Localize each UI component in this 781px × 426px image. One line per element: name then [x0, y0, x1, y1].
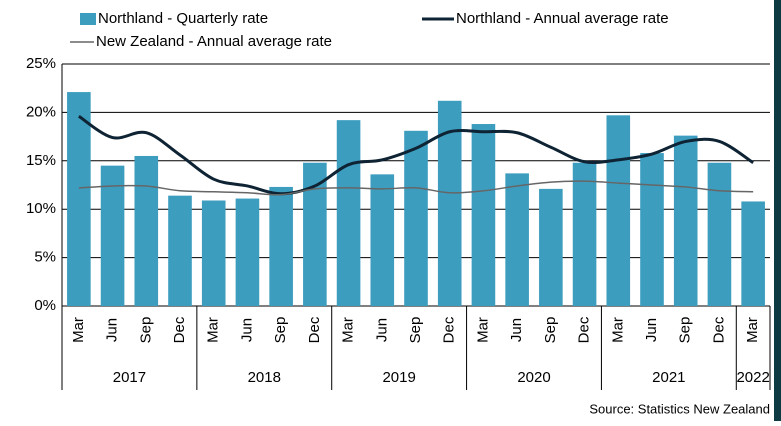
x-tick-label: Jun: [373, 318, 390, 342]
source: Source: Statistics New Zealand: [589, 401, 770, 416]
x-tick-label: Jun: [643, 318, 660, 342]
legend-label: Northland - Quarterly rate: [98, 10, 268, 27]
x-tick-label: Dec: [576, 316, 593, 343]
x-tick-label: Dec: [710, 316, 727, 343]
bar: [235, 198, 260, 306]
x-group-label: 2019: [382, 369, 415, 386]
bar: [201, 200, 226, 306]
x-tick-label: Sep: [542, 317, 559, 344]
x-tick-label: Dec: [171, 316, 188, 343]
bar: [539, 188, 563, 306]
bar: [673, 135, 698, 306]
bar: [100, 165, 125, 306]
bar: [303, 162, 327, 306]
x-tick-label: Dec: [441, 316, 458, 343]
y-tick-label: 25%: [26, 55, 56, 72]
x-tick-label: Mar: [609, 317, 626, 343]
bar: [437, 100, 462, 306]
x-group-label: 2021: [652, 369, 685, 386]
x-tick-label: Sep: [137, 317, 154, 344]
x-tick-label: Sep: [407, 317, 424, 344]
x-tick-label: Sep: [272, 317, 289, 344]
x-tick-label: Dec: [306, 316, 323, 343]
bar: [707, 162, 732, 306]
bar: [67, 92, 91, 307]
legend-label: Northland - Annual average rate: [456, 10, 669, 27]
bar: [505, 173, 529, 306]
x-tick-label: Jun: [104, 318, 121, 342]
x-tick-label: Mar: [70, 317, 87, 343]
x-group-label: 2022: [736, 369, 769, 386]
x-group-label: 2017: [113, 369, 146, 386]
bar: [404, 130, 428, 306]
legend-swatch: [80, 13, 96, 25]
bar: [606, 115, 631, 306]
bar: [134, 155, 159, 306]
bar: [370, 174, 395, 306]
y-tick-label: 20%: [26, 103, 56, 120]
x-tick-label: Jun: [238, 318, 255, 342]
x-tick-label: Mar: [205, 317, 222, 343]
x-tick-label: Mar: [340, 317, 357, 343]
y-tick-label: 15%: [26, 152, 56, 169]
bar: [168, 195, 192, 306]
bar: [741, 201, 765, 306]
bar: [269, 186, 293, 306]
bar: [572, 162, 597, 306]
bar: [336, 120, 361, 306]
legend-label: New Zealand - Annual average rate: [96, 33, 332, 50]
bar: [471, 124, 496, 307]
x-tick-label: Mar: [744, 317, 761, 343]
x-tick-label: Sep: [677, 317, 694, 344]
line: [78, 180, 754, 196]
y-tick-label: 0%: [34, 297, 56, 314]
x-group-label: 2018: [248, 369, 281, 386]
bar: [640, 153, 664, 306]
x-tick-label: Jun: [508, 318, 525, 342]
x-group-label: 2020: [517, 369, 550, 386]
y-tick-label: 5%: [34, 249, 56, 266]
y-tick-label: 10%: [26, 200, 56, 217]
edge-bar: [774, 0, 781, 421]
x-tick-label: Mar: [474, 317, 491, 343]
line: [78, 115, 754, 196]
